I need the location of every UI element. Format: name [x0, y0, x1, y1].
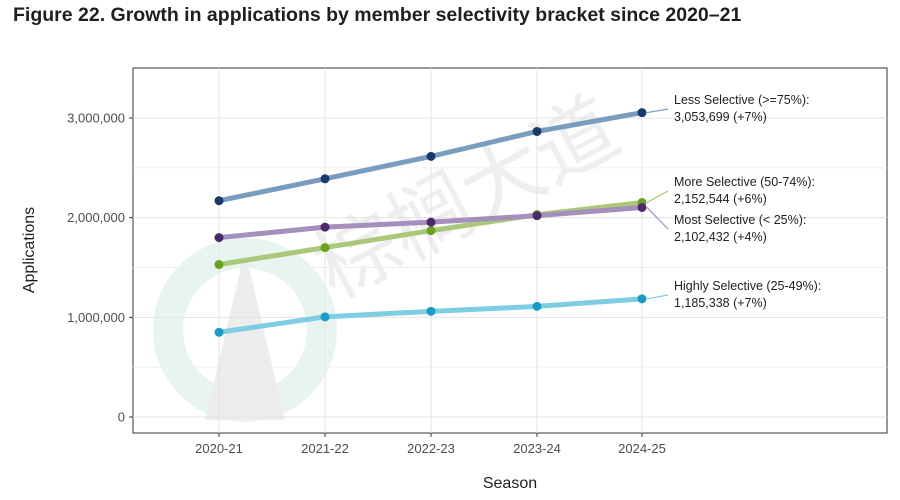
data-point	[637, 202, 647, 212]
x-axis: 2020-21 2021-22 2022-23 2023-24 2024-25	[195, 433, 666, 456]
x-axis-title: Season	[483, 475, 537, 492]
x-tick-label: 2021-22	[301, 441, 349, 456]
series-labels: Less Selective (>=75%): 3,053,699 (+7%) Mo…	[646, 93, 821, 310]
series-label-name: Highly Selective (25-49%):	[674, 279, 821, 293]
series-label-value: 1,185,338 (+7%)	[674, 296, 767, 310]
label-leader-line	[646, 190, 669, 203]
x-tick-label: 2022-23	[407, 441, 455, 456]
svg-text:棕榈大道: 棕榈大道	[300, 80, 634, 318]
series-label-name: More Selective (50-74%):	[674, 175, 815, 189]
series-lines	[214, 108, 647, 337]
data-point	[320, 174, 330, 184]
data-point	[320, 312, 330, 322]
y-axis: 0 1,000,000 2,000,000 3,000,000	[67, 111, 133, 425]
y-tick-label: 0	[118, 410, 125, 425]
data-point	[532, 211, 542, 221]
series-label-value: 2,102,432 (+4%)	[674, 230, 767, 244]
y-axis-title: Applications	[21, 207, 38, 293]
data-point	[214, 196, 224, 206]
data-point	[532, 301, 542, 311]
data-point	[532, 126, 542, 136]
data-point	[214, 327, 224, 337]
data-point	[426, 306, 436, 316]
data-point	[426, 226, 436, 236]
x-tick-label: 2020-21	[195, 441, 243, 456]
data-point	[214, 233, 224, 243]
series-label-value: 3,053,699 (+7%)	[674, 110, 767, 124]
data-point	[320, 222, 330, 232]
label-leader-line	[646, 294, 669, 300]
watermark-logo: 棕榈大道	[153, 80, 634, 422]
x-tick-label: 2023-24	[513, 441, 561, 456]
data-point	[637, 108, 647, 118]
label-leader-line	[646, 207, 669, 230]
label-leader-line	[646, 108, 669, 114]
x-tick-label: 2024-25	[618, 441, 666, 456]
data-point	[320, 243, 330, 253]
data-point	[426, 151, 436, 161]
data-point	[214, 260, 224, 270]
data-point	[426, 217, 436, 227]
series-label-value: 2,152,544 (+6%)	[674, 192, 767, 206]
y-tick-label: 3,000,000	[67, 111, 125, 126]
series-label-name: Most Selective (< 25%):	[674, 213, 806, 227]
plot-panel	[132, 67, 888, 434]
figure-title: Figure 22. Growth in applications by mem…	[13, 4, 742, 26]
y-tick-label: 2,000,000	[67, 210, 125, 225]
data-point	[637, 294, 647, 304]
y-tick-label: 1,000,000	[67, 310, 125, 325]
series-label-name: Less Selective (>=75%):	[674, 93, 810, 107]
